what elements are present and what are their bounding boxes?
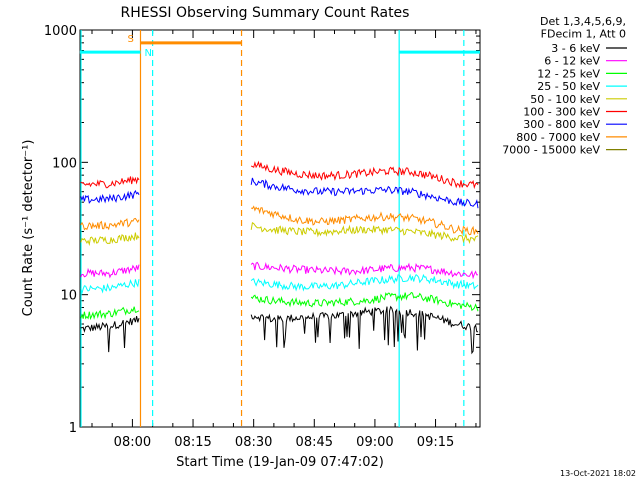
y-tick-label: 100 [52,156,77,171]
plot-frame [79,29,481,428]
footer-date: 13-Oct-2021 18:02 [560,469,636,478]
legend-label: 100 - 300 keV [523,106,600,119]
y-tick-label: 10 [60,289,77,304]
y-axis-label: Count Rate (s⁻¹ detector⁻¹) [21,140,36,317]
series-line-5 [80,160,479,190]
series-line-0 [80,305,479,355]
flag-label-N: N [144,48,151,59]
series-line-6 [80,177,479,209]
legend-header: Det 1,3,4,5,6,9, [540,15,626,28]
chart-title: RHESSI Observing Summary Count Rates [121,5,410,21]
legend-label: 7000 - 15000 keV [502,144,600,157]
series-line-4 [80,222,479,247]
series-line-3 [80,273,479,295]
legend-label: 3 - 6 keV [551,42,600,55]
x-tick-label: 08:45 [296,435,333,450]
x-tick-label: 08:15 [174,435,211,450]
legend-label: 25 - 50 keV [537,80,600,93]
flag-label-S: S [127,34,133,45]
legend-label: 6 - 12 keV [544,55,600,68]
legend-label: 800 - 7000 keV [516,131,600,144]
x-tick-label: 09:15 [417,435,454,450]
y-tick-label: 1 [69,421,77,436]
legend-label: 12 - 25 keV [537,67,600,80]
legend: Det 1,3,4,5,6,9,FDecim 1, Att 03 - 6 keV… [502,15,627,157]
y-tick-label: 1000 [44,24,77,39]
y-axis: 1 10 100 1000 [44,24,480,436]
legend-header: FDecim 1, Att 0 [541,28,626,41]
x-tick-label: 09:00 [356,435,393,450]
series-group [80,160,479,355]
x-axis-label: Start Time (19-Jan-09 07:47:02) [176,455,384,470]
x-tick-label: 08:30 [235,435,272,450]
x-tick-label: 08:00 [114,435,151,450]
legend-label: 300 - 800 keV [523,118,600,131]
series-line-7 [80,205,479,236]
x-axis: 08:00 08:15 08:30 08:45 09:00 09:15 [91,30,477,450]
legend-label: 50 - 100 keV [530,93,600,106]
series-line-2 [80,291,479,321]
series-line-1 [80,261,479,280]
plot-marks: SN [79,30,480,427]
